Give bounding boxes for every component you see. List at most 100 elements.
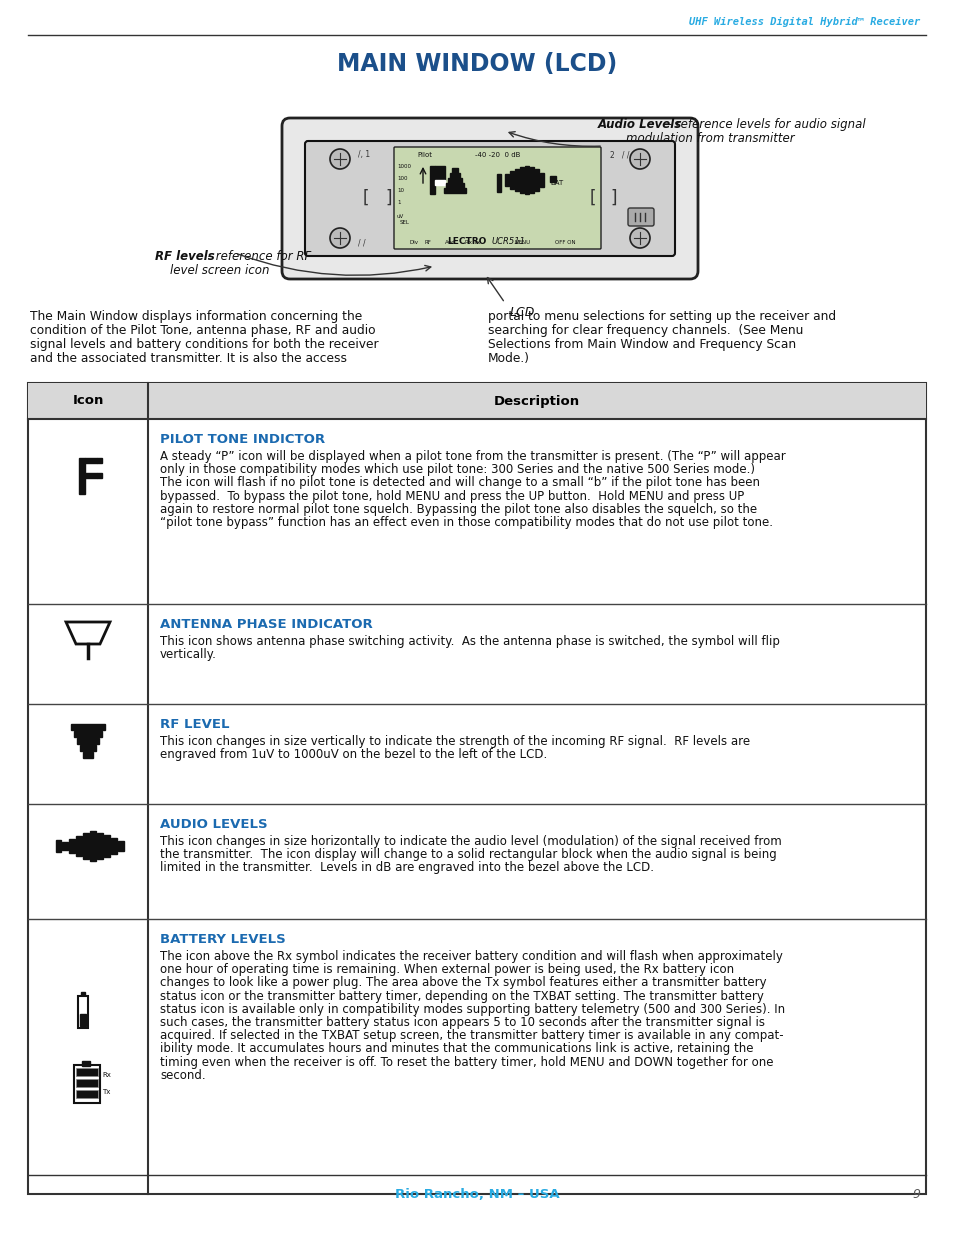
Circle shape (629, 228, 649, 248)
FancyBboxPatch shape (394, 147, 600, 249)
Text: acquired. If selected in the TXBAT setup screen, the transmitter battery timer i: acquired. If selected in the TXBAT setup… (160, 1029, 782, 1042)
Bar (524, 165, 529, 194)
Text: Aud: Aud (444, 240, 456, 245)
Circle shape (629, 149, 649, 169)
Bar (539, 173, 543, 186)
Text: “pilot tone bypass” function has an effect even in those compatibility modes tha: “pilot tone bypass” function has an effe… (160, 516, 772, 529)
FancyBboxPatch shape (627, 207, 654, 226)
Text: This icon changes in size horizontally to indicate the audio level (modulation) : This icon changes in size horizontally t… (160, 835, 781, 848)
Text: bypassed.  To bypass the pilot tone, hold MENU and press the UP button.  Hold ME: bypassed. To bypass the pilot tone, hold… (160, 489, 743, 503)
Bar (83, 832, 89, 858)
Bar (118, 841, 124, 851)
Circle shape (330, 228, 350, 248)
Text: UCR511: UCR511 (492, 237, 525, 246)
Bar (519, 167, 523, 193)
Bar (111, 837, 117, 853)
Text: limited in the transmitter.  Levels in dB are engraved into the bezel above the : limited in the transmitter. Levels in dB… (160, 861, 654, 874)
Bar (497, 174, 500, 191)
Text: - reference for RF: - reference for RF (204, 249, 312, 263)
Bar (535, 169, 538, 191)
Bar (97, 473, 102, 478)
Bar (435, 165, 444, 180)
Text: vertically.: vertically. (160, 648, 216, 661)
Text: status icon is available only in compatibility modes supporting battery telemetr: status icon is available only in compati… (160, 1003, 784, 1016)
Bar (448, 178, 461, 183)
Text: AUDIO LEVELS: AUDIO LEVELS (160, 818, 268, 831)
Text: / /: / / (357, 238, 365, 247)
Bar (97, 832, 103, 858)
Bar (79, 458, 85, 494)
Text: MAIN WINDOW (LCD): MAIN WINDOW (LCD) (336, 52, 617, 77)
Text: modulation from transmitter: modulation from transmitter (625, 132, 794, 144)
FancyBboxPatch shape (305, 141, 675, 256)
Text: 1: 1 (396, 200, 400, 205)
Text: changes to look like a power plug. The area above the Tx symbol features either : changes to look like a power plug. The a… (160, 977, 766, 989)
Text: timing even when the receiver is off. To reset the battery timer, hold MENU and : timing even when the receiver is off. To… (160, 1056, 773, 1068)
Bar (28, 383, 925, 419)
Bar (446, 183, 463, 188)
FancyBboxPatch shape (282, 119, 698, 279)
Text: [: [ (363, 189, 369, 207)
Text: Tx: Tx (102, 1089, 111, 1095)
Bar (28, 383, 925, 1194)
Text: Rx Tx: Rx Tx (464, 240, 479, 245)
Text: 100: 100 (396, 175, 407, 180)
Text: Rio Rancho, NM – USA: Rio Rancho, NM – USA (395, 1188, 558, 1202)
Bar (69, 839, 75, 853)
Bar (504, 174, 509, 186)
Bar (76, 1068, 98, 1076)
Text: / /: / / (635, 238, 642, 247)
Bar (530, 167, 534, 193)
Text: /, 1: /, 1 (357, 149, 370, 159)
Text: uV: uV (396, 214, 404, 219)
Text: - reference levels for audio signal: - reference levels for audio signal (663, 119, 864, 131)
Bar (85, 473, 97, 478)
Text: only in those compatibility modes which use pilot tone: 300 Series and the nativ: only in those compatibility modes which … (160, 463, 754, 477)
Text: This icon changes in size vertically to indicate the strength of the incoming RF: This icon changes in size vertically to … (160, 735, 749, 748)
Text: Div: Div (410, 240, 418, 245)
Text: MENU: MENU (515, 240, 531, 245)
Bar (76, 836, 82, 856)
Text: PILOT TONE INDICTOR: PILOT TONE INDICTOR (160, 433, 325, 446)
Text: level screen icon: level screen icon (170, 264, 269, 277)
Text: Mode.): Mode.) (488, 352, 530, 366)
Bar (56, 840, 61, 852)
Text: 9: 9 (911, 1188, 919, 1202)
Bar (510, 170, 514, 189)
Text: RF: RF (424, 240, 432, 245)
Text: ANTENNA PHASE INDICATOR: ANTENNA PHASE INDICATOR (160, 618, 373, 631)
Bar (76, 1091, 98, 1098)
Bar (74, 731, 102, 737)
Text: Icon: Icon (72, 394, 104, 408)
Text: signal levels and battery conditions for both the receiver: signal levels and battery conditions for… (30, 338, 378, 351)
Text: Pilot: Pilot (416, 152, 432, 158)
Text: condition of the Pilot Tone, antenna phase, RF and audio: condition of the Pilot Tone, antenna pha… (30, 324, 375, 337)
Text: A steady “P” icon will be displayed when a pilot tone from the transmitter is pr: A steady “P” icon will be displayed when… (160, 450, 785, 463)
Bar (97, 458, 102, 463)
Text: second.: second. (160, 1068, 206, 1082)
Text: searching for clear frequency channels.  (See Menu: searching for clear frequency channels. … (488, 324, 802, 337)
Text: ]: ] (385, 189, 391, 207)
Circle shape (330, 149, 350, 169)
Text: and the associated transmitter. It is also the access: and the associated transmitter. It is al… (30, 352, 347, 366)
Text: status icon or the transmitter battery timer, depending on the TXBAT setting. Th: status icon or the transmitter battery t… (160, 989, 763, 1003)
Bar (80, 1014, 86, 1026)
Text: 1000: 1000 (396, 163, 411, 168)
Text: The Main Window displays information concerning the: The Main Window displays information con… (30, 310, 362, 324)
Bar (82, 1061, 90, 1066)
Text: again to restore normal pilot tone squelch. Bypassing the pilot tone also disabl: again to restore normal pilot tone squel… (160, 503, 757, 516)
Bar (71, 724, 105, 730)
Text: -40 -20  0 dB: -40 -20 0 dB (475, 152, 519, 158)
Text: BAT: BAT (550, 180, 562, 186)
Bar (452, 168, 457, 173)
Text: [: [ (589, 189, 596, 207)
Text: LECTRO: LECTRO (447, 237, 486, 246)
Text: RF LEVEL: RF LEVEL (160, 718, 230, 731)
Text: This icon shows antenna phase switching activity.  As the antenna phase is switc: This icon shows antenna phase switching … (160, 635, 779, 648)
Bar (78, 995, 88, 1028)
Bar (77, 739, 99, 743)
Text: Description: Description (494, 394, 579, 408)
Bar (550, 177, 556, 182)
Text: ]: ] (609, 189, 616, 207)
Bar (430, 165, 435, 194)
